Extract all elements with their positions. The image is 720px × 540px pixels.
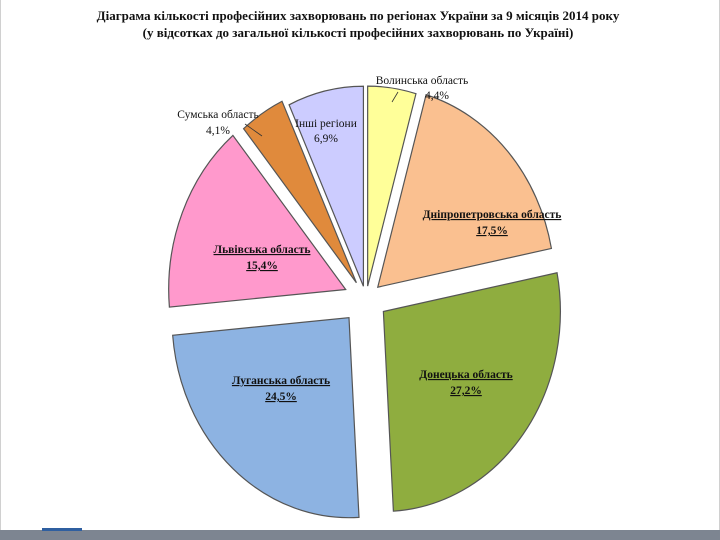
slice-name-label: Львівська область	[214, 244, 311, 256]
slice-name-label: Дніпропетровська область	[423, 209, 562, 221]
slice-name-label: Донецька область	[419, 369, 512, 381]
slice-value-label: 24,5%	[265, 391, 297, 403]
slice-value-label: 4,4%	[425, 90, 449, 102]
labels-layer: Волинська область 4,4% Дніпропетровська об…	[177, 75, 561, 403]
pie-slice-7	[288, 85, 365, 287]
bottom-accent	[42, 528, 82, 531]
slice-value-label: 4,1%	[206, 125, 230, 137]
chart-subtitle: (у відсотках до загальної кількості проф…	[143, 25, 574, 40]
pie-slice-4	[172, 317, 360, 519]
slice-value-label: 27,2%	[450, 385, 482, 397]
pie-slice-5	[168, 134, 347, 308]
leader-line	[244, 123, 263, 137]
pie-slice-6	[242, 100, 357, 284]
slice-name-label: Луганська область	[232, 375, 330, 387]
slice-value-label: 17,5%	[476, 225, 508, 237]
pie-slice-2	[376, 93, 553, 288]
slice-value-label: 6,9%	[314, 133, 338, 145]
chart-title: Діаграма кількості професійних захворюва…	[97, 8, 620, 23]
pie-slice-3	[382, 272, 561, 512]
pie-slice-1	[367, 85, 417, 287]
slice-name-label: Інші регіони	[295, 118, 357, 130]
leader-line	[391, 91, 399, 103]
slice-name-label: Сумська область	[177, 109, 259, 121]
slices-layer	[168, 85, 561, 519]
slice-name-label: Волинська область	[376, 75, 469, 87]
bottom-bar	[0, 530, 720, 540]
slice-value-label: 15,4%	[246, 260, 278, 272]
